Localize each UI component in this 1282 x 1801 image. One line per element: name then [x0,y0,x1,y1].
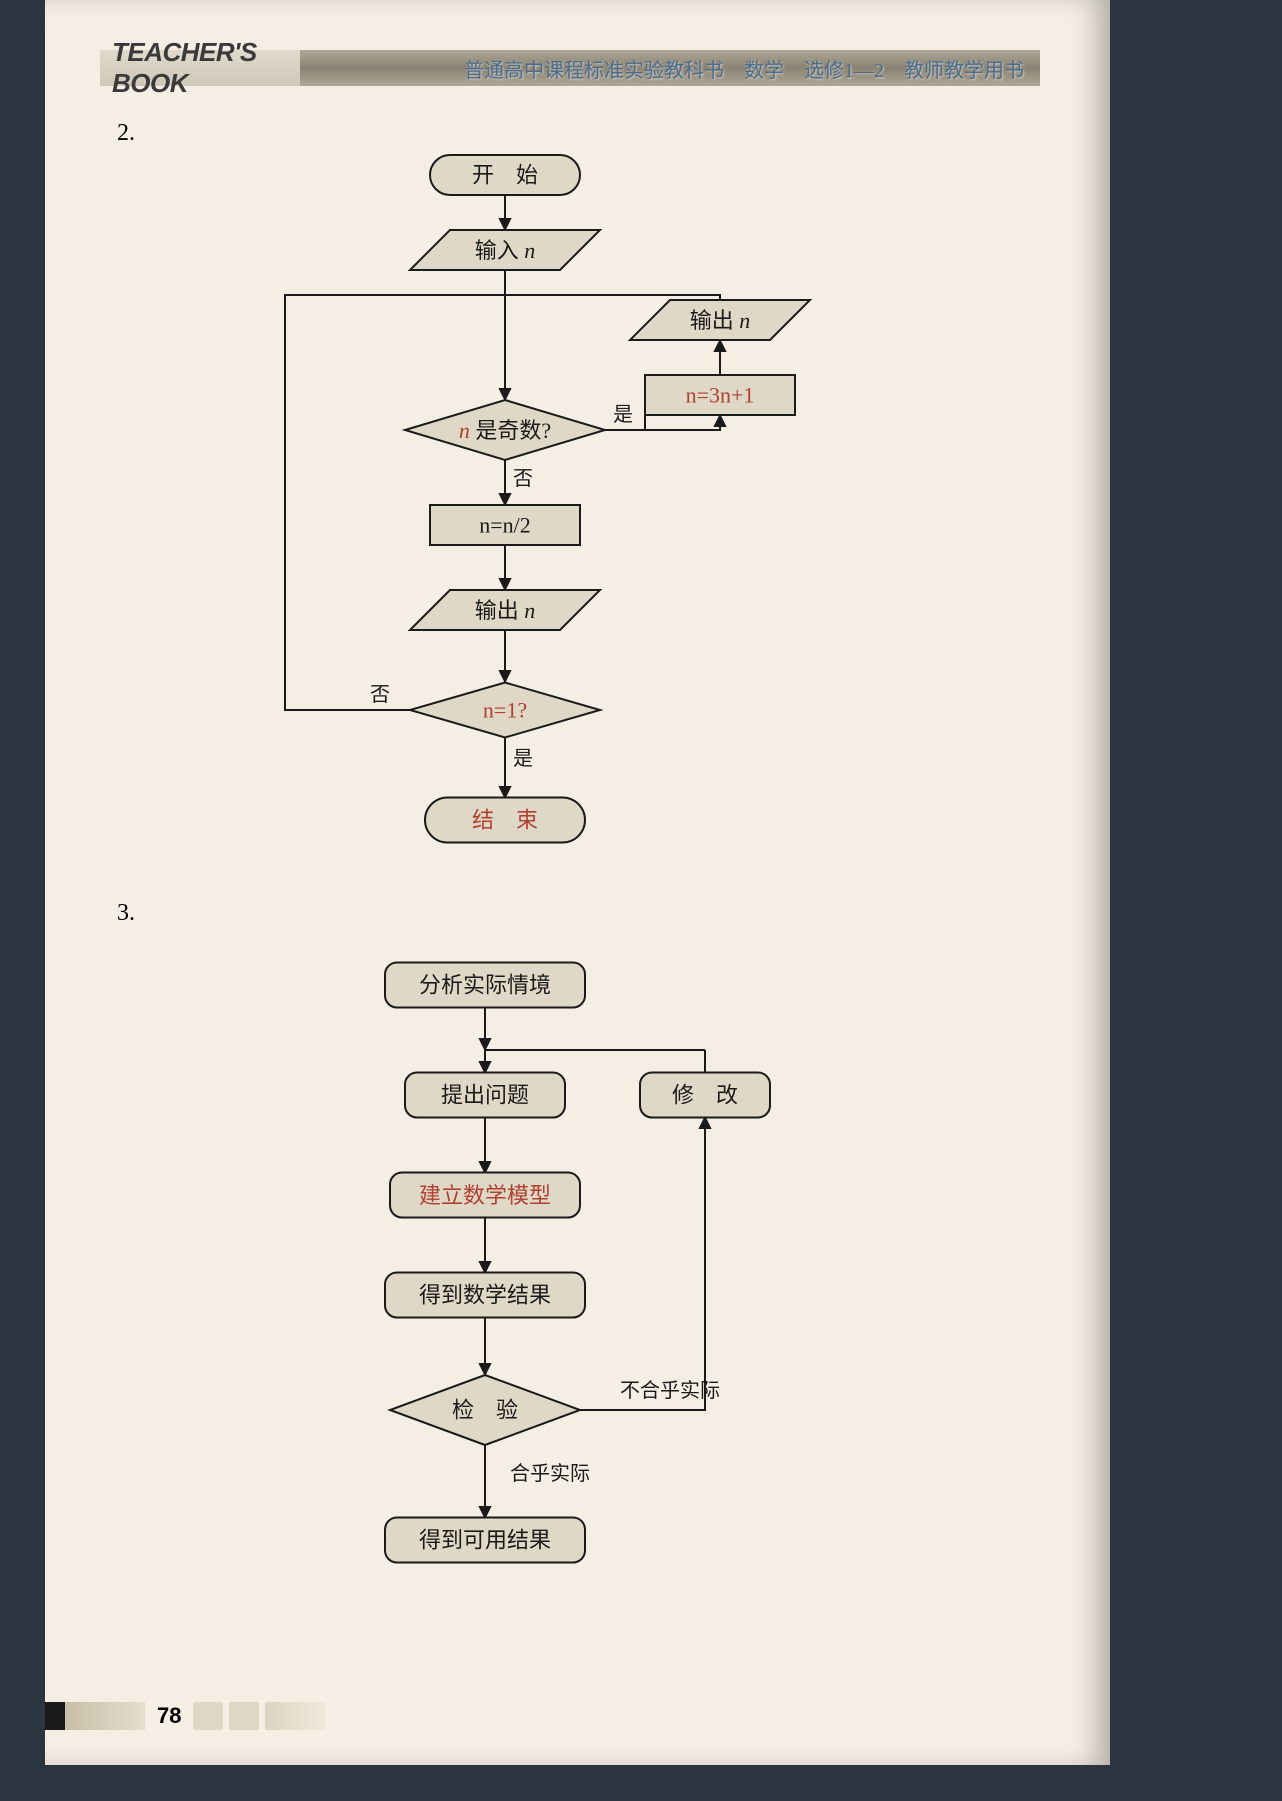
edge-label: 是 [513,748,533,770]
footer-sq3 [265,1702,325,1730]
footer-sq2 [229,1702,259,1730]
node-label: n=n/2 [479,513,531,538]
node-label: 分析实际情境 [419,973,551,998]
node-label: 建立数学模型 [419,1183,551,1208]
header-subtitle: 普通高中课程标准实验教科书 数学 选修1—2 教师教学用书 [300,50,1040,86]
problem-number-2: 2. [117,120,135,147]
node-label: 输入 n [475,238,536,263]
node-label: 提出问题 [441,1083,529,1108]
book-logo: TEACHER'S BOOK [100,50,300,86]
footer-grad [65,1702,145,1730]
page-number: 78 [145,1703,193,1729]
node-label: n 是奇数? [459,418,551,443]
footer-tab [45,1702,65,1730]
edge-label: 不合乎实际 [620,1379,720,1402]
edge-label: 是 [613,404,633,426]
node-label: n=3n+1 [686,383,755,408]
node-label: 开 始 [472,163,538,188]
node-label: 得到数学结果 [419,1283,551,1308]
flowchart-edge [580,1117,705,1410]
flowchart-edge [285,295,505,710]
header-bar: TEACHER'S BOOK 普通高中课程标准实验教科书 数学 选修1—2 教师… [100,50,1040,86]
edge-label: 否 [513,468,533,490]
flowchart-2: 不合乎实际合乎实际 分析实际情境提出问题 修 改建立数学模型得到数学结果检 验得到可… [275,935,835,1635]
node-label: n=1? [483,698,527,723]
page-footer: 78 [45,1702,331,1730]
node-label: 结 束 [472,808,538,833]
footer-sq1 [193,1702,223,1730]
node-label: 检 验 [452,1398,518,1423]
flowchart-1: 是否否是开 始输入 nn 是奇数?输出 nn=3n+1n=n/2输出 nn=1?… [245,155,865,895]
edge-label: 合乎实际 [510,1462,590,1485]
problem-number-3: 3. [117,900,135,927]
edge-label: 否 [370,684,390,706]
page: TEACHER'S BOOK 普通高中课程标准实验教科书 数学 选修1—2 教师… [45,0,1110,1765]
node-label: 输出 n [475,598,536,623]
node-label: 得到可用结果 [419,1528,551,1553]
node-label: 输出 n [690,308,751,333]
node-label: 修 改 [672,1083,738,1108]
